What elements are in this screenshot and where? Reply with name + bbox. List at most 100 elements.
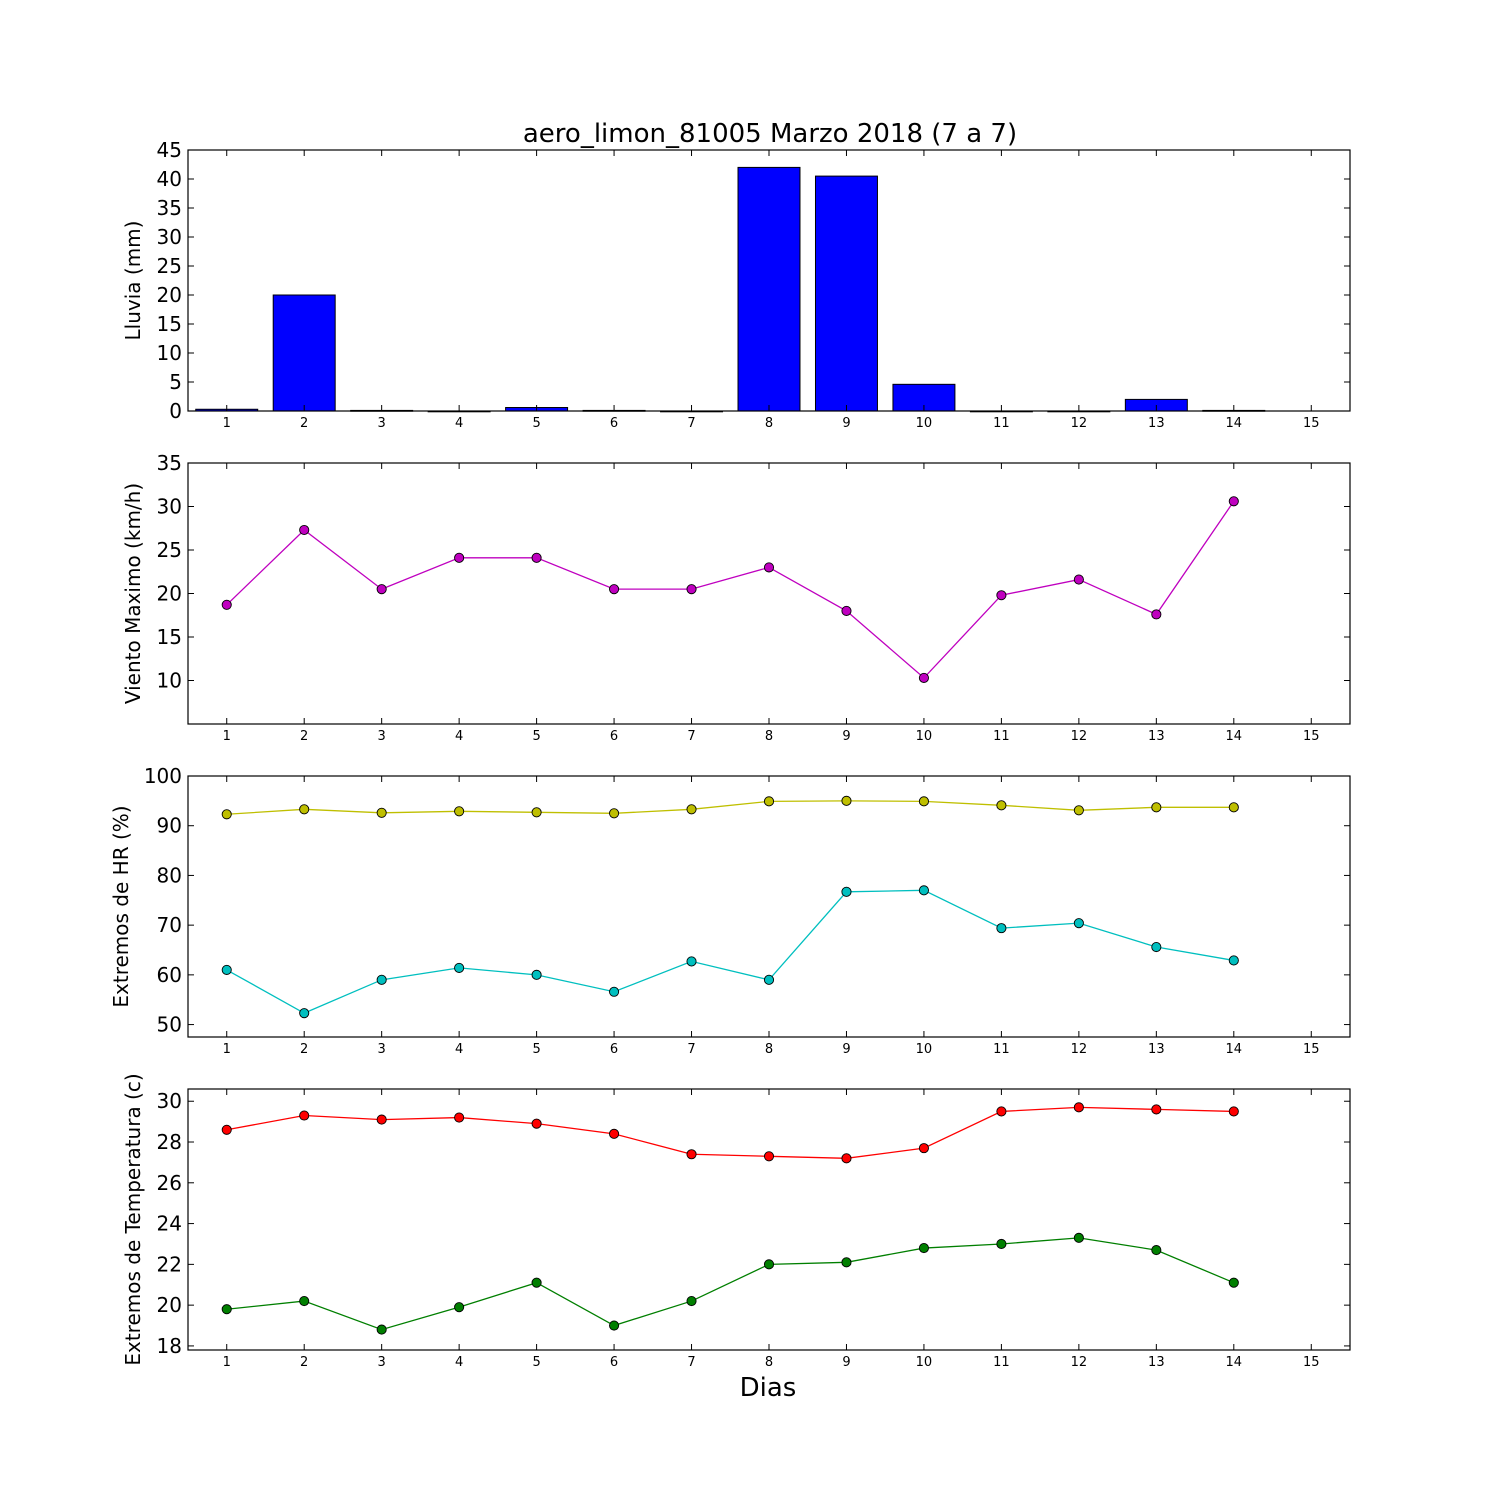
y-axis: 18 20 22 24 26 28 30 xyxy=(157,1089,1350,1358)
point-day-10 xyxy=(918,1243,929,1254)
y-tick-label: 80 xyxy=(157,863,182,887)
point-day-2 xyxy=(299,524,310,536)
y-tick-label: 22 xyxy=(157,1252,182,1276)
x-axis: 1 2 3 4 5 6 7 8 9 10 11 12 13 14 15 xyxy=(223,1089,1320,1370)
y-axis-label: Extremos de Temperatura (c) xyxy=(121,1073,145,1365)
point-day-10 xyxy=(918,672,929,683)
x-tick-label: 10 xyxy=(916,729,933,744)
x-tick-label: 6 xyxy=(610,416,618,431)
y-tick-label: 30 xyxy=(157,225,182,249)
point-day-12 xyxy=(1073,574,1084,585)
point-day-1 xyxy=(221,1304,232,1315)
chart-title: aero_limon_81005 Marzo 2018 (7 a 7) xyxy=(523,119,1017,149)
y-axis: 50 60 70 80 90 100 xyxy=(144,764,1350,1037)
point-day-6 xyxy=(609,1320,620,1331)
y-axis-label: Extremos de HR (%) xyxy=(109,805,133,1007)
point-day-11 xyxy=(996,1106,1007,1117)
series-line xyxy=(226,1106,1234,1159)
x-tick-label: 7 xyxy=(687,416,695,431)
x-tick-label: 1 xyxy=(223,729,231,744)
x-tick-label: 13 xyxy=(1148,1355,1165,1370)
x-axis: 1 2 3 4 5 6 7 8 9 10 11 12 13 14 15 xyxy=(223,463,1320,744)
point-day-6 xyxy=(609,584,620,595)
point-day-11 xyxy=(996,923,1007,934)
point-day-7 xyxy=(686,956,697,967)
y-tick-label: 26 xyxy=(157,1171,182,1195)
point-day-14 xyxy=(1228,1106,1239,1117)
x-tick-label: 13 xyxy=(1148,729,1165,744)
point-day-12 xyxy=(1073,805,1084,816)
x-tick-label: 5 xyxy=(532,416,540,431)
y-axis-label: Lluvia (mm) xyxy=(121,221,145,341)
x-tick-label: 8 xyxy=(765,1355,773,1370)
x-tick-label: 11 xyxy=(993,729,1010,744)
bar-day-8 xyxy=(737,166,801,412)
x-tick-label: 9 xyxy=(842,729,850,744)
point-day-4 xyxy=(454,1302,465,1313)
y-tick-label: 30 xyxy=(157,1089,182,1113)
x-axis-label: Dias xyxy=(740,1373,797,1403)
y-tick-label: 50 xyxy=(157,1013,182,1037)
x-tick-label: 6 xyxy=(610,1355,618,1370)
series-4-1 xyxy=(221,1102,1239,1164)
y-tick-label: 10 xyxy=(157,669,182,693)
series-line xyxy=(226,1237,1235,1331)
point-day-3 xyxy=(376,807,387,818)
bar-day-9 xyxy=(814,175,878,412)
x-axis: 1 2 3 4 5 6 7 8 9 10 11 12 13 14 15 xyxy=(223,150,1320,431)
y-axis: 0 5 10 15 20 25 30 35 40 45 xyxy=(157,138,1350,423)
point-day-12 xyxy=(1073,1102,1084,1113)
series-line xyxy=(226,889,1234,1014)
point-day-7 xyxy=(686,1149,697,1160)
point-day-1 xyxy=(221,1124,232,1135)
x-tick-label: 6 xyxy=(610,1042,618,1057)
series-3-1 xyxy=(221,795,1239,820)
point-day-3 xyxy=(376,1324,387,1335)
point-day-8 xyxy=(763,1259,775,1270)
point-day-7 xyxy=(686,584,697,595)
x-tick-label: 13 xyxy=(1148,1042,1165,1057)
point-day-4 xyxy=(454,1112,465,1123)
y-tick-label: 15 xyxy=(157,312,182,336)
x-tick-label: 2 xyxy=(300,416,308,431)
y-tick-label: 30 xyxy=(157,495,182,519)
y-tick-label: 10 xyxy=(157,341,182,365)
y-tick-label: 24 xyxy=(157,1212,182,1236)
point-day-5 xyxy=(531,1118,542,1129)
point-day-10 xyxy=(918,796,929,807)
x-tick-label: 8 xyxy=(765,416,773,431)
point-day-2 xyxy=(299,1110,310,1121)
x-tick-label: 14 xyxy=(1226,416,1243,431)
point-day-8 xyxy=(763,562,775,573)
x-tick-label: 10 xyxy=(916,1355,933,1370)
y-tick-label: 5 xyxy=(169,370,182,394)
y-tick-label: 100 xyxy=(144,764,182,788)
point-day-2 xyxy=(299,1296,310,1307)
x-tick-label: 3 xyxy=(378,416,386,431)
x-tick-label: 3 xyxy=(378,729,386,744)
x-tick-label: 10 xyxy=(916,1042,933,1057)
x-tick-label: 3 xyxy=(378,1042,386,1057)
series-line xyxy=(226,800,1234,815)
x-tick-label: 12 xyxy=(1071,1355,1088,1370)
x-tick-label: 11 xyxy=(993,1042,1010,1057)
x-tick-label: 12 xyxy=(1071,1042,1088,1057)
point-day-9 xyxy=(841,1257,852,1268)
y-tick-label: 20 xyxy=(157,582,182,606)
y-tick-label: 90 xyxy=(157,814,182,838)
point-day-4 xyxy=(454,552,465,563)
point-day-11 xyxy=(996,590,1007,601)
x-tick-label: 3 xyxy=(378,1355,386,1370)
point-day-5 xyxy=(531,552,542,563)
point-day-9 xyxy=(841,1153,852,1164)
point-day-9 xyxy=(841,605,852,616)
point-day-13 xyxy=(1151,1104,1162,1115)
y-tick-label: 20 xyxy=(157,283,182,307)
x-tick-label: 15 xyxy=(1303,1042,1320,1057)
x-tick-label: 12 xyxy=(1071,416,1088,431)
point-day-8 xyxy=(763,796,775,807)
point-day-14 xyxy=(1228,802,1239,813)
y-axis: 10 15 20 25 30 35 xyxy=(157,451,1350,693)
series-3-2 xyxy=(221,885,1239,1019)
panel-3: 1 2 3 4 5 6 7 8 9 10 11 12 13 14 155060708090100Extrem… xyxy=(109,764,1351,1057)
